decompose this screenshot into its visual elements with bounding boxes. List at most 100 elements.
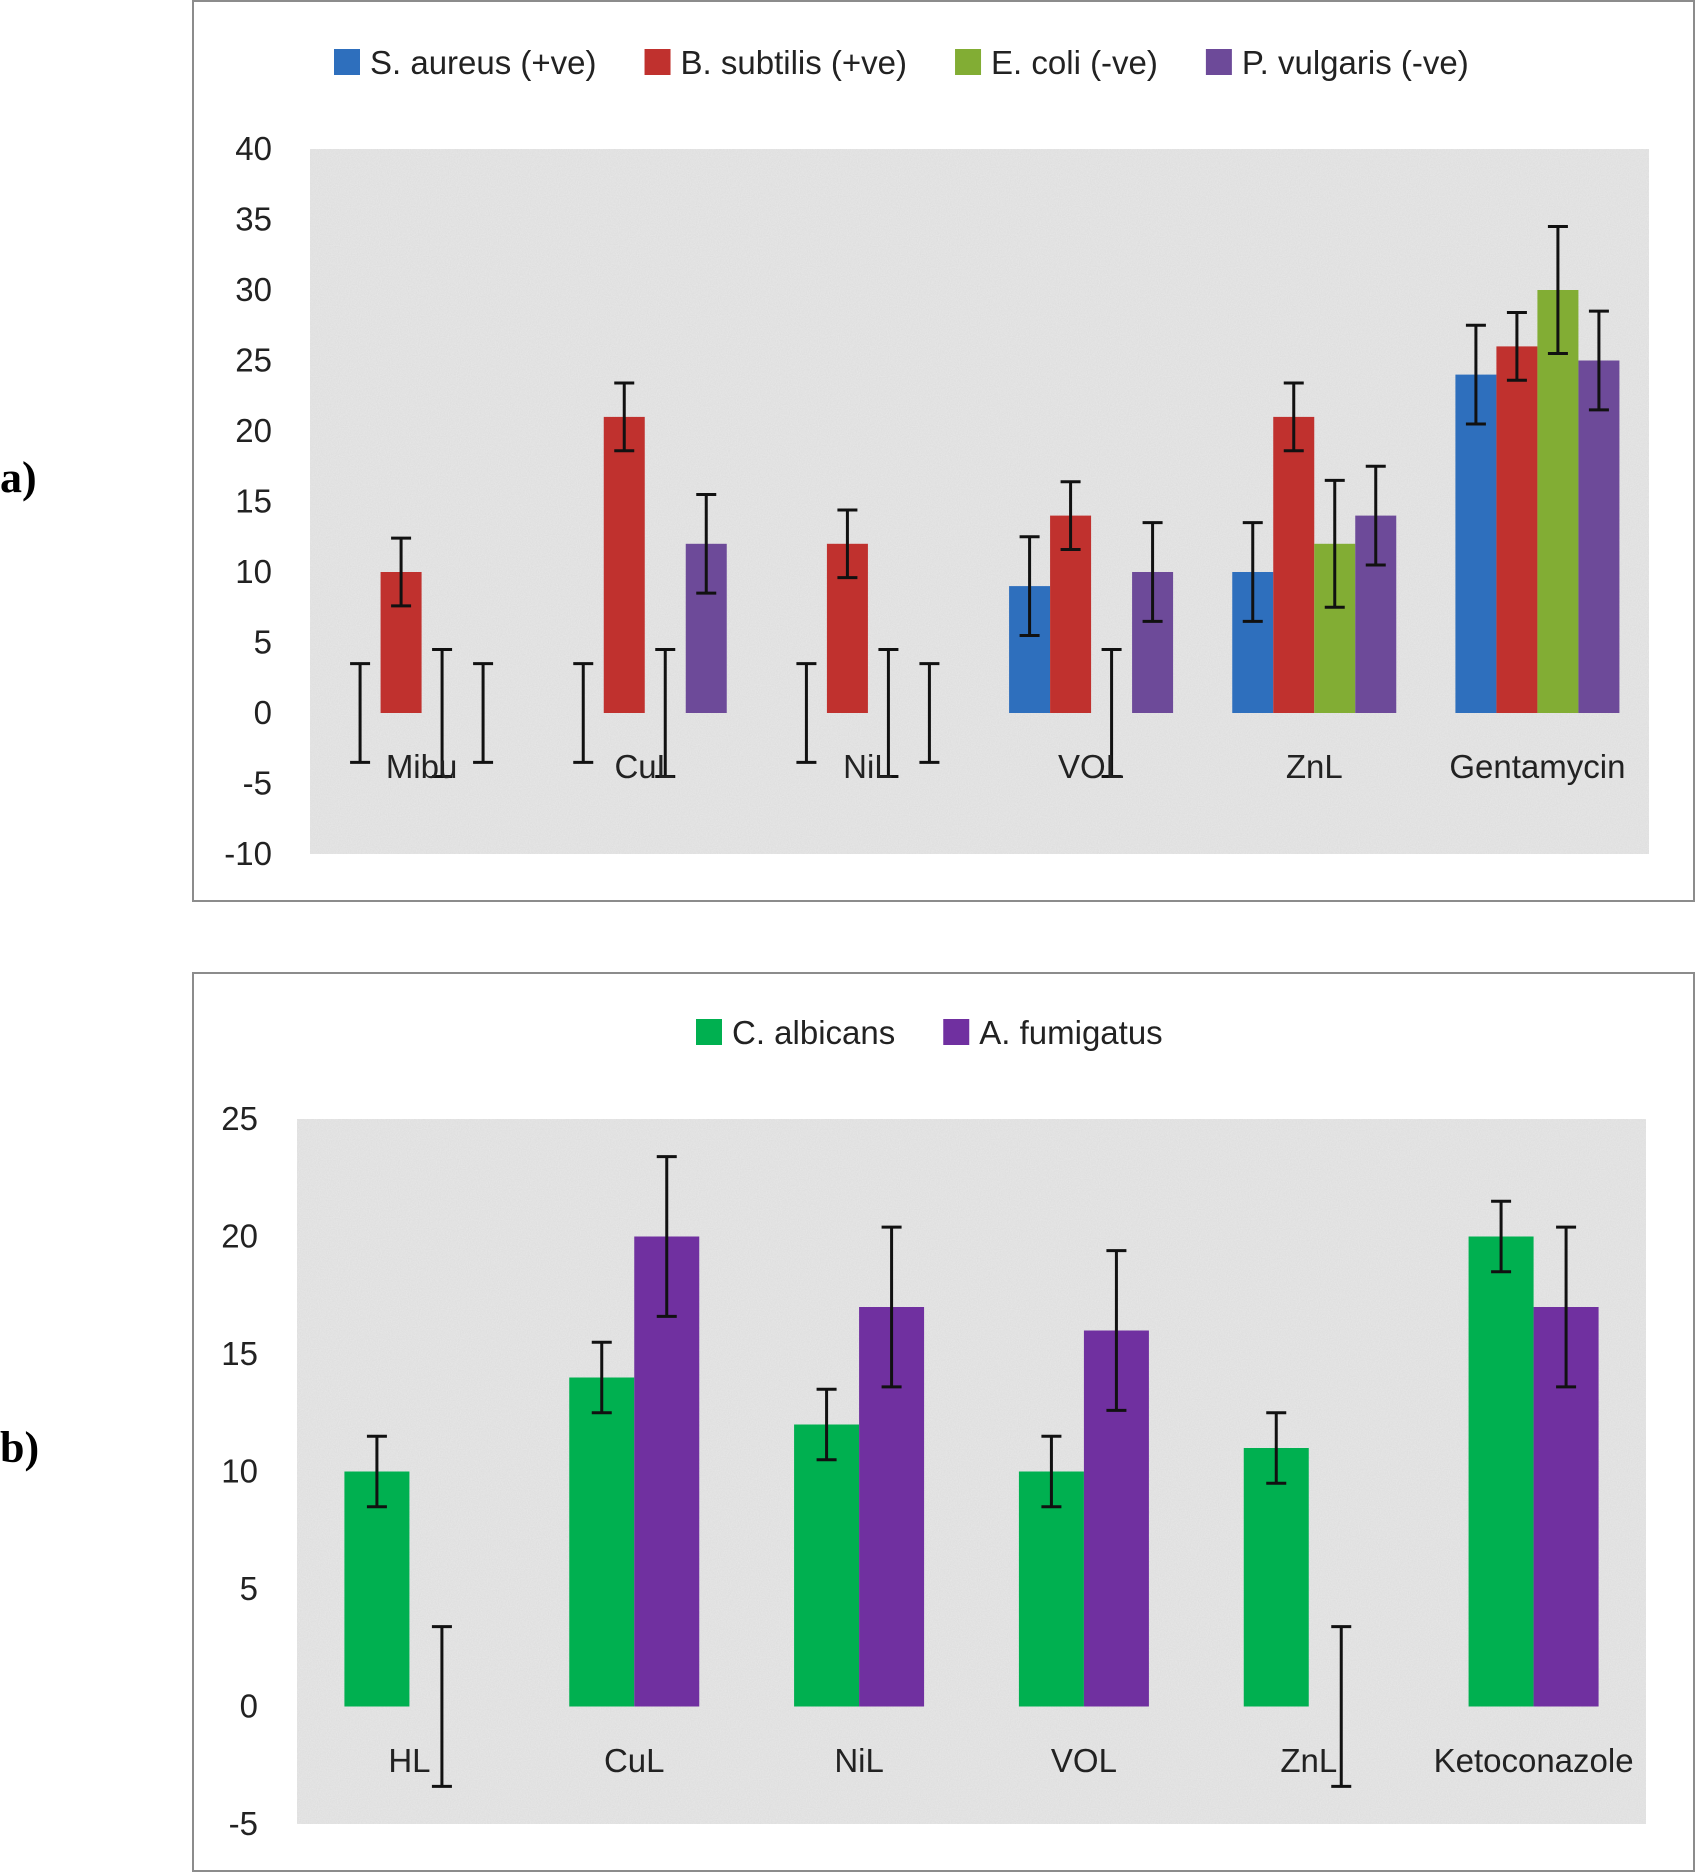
chart-b-xlabel-znl: ZnL	[1280, 1742, 1337, 1779]
chart-b-bar-nil-c-albicans	[794, 1424, 860, 1707]
chart-b-ytick-0: 0	[240, 1688, 258, 1725]
chart-a-ytick-40: 40	[235, 130, 272, 167]
chart-a-errorbar-vol-s-aureus-ve	[1019, 535, 1040, 637]
chart-a-ytick-20: 20	[235, 412, 272, 449]
panel-a-label: a)	[0, 453, 37, 502]
chart-b-legend-c-albicans: C. albicans	[696, 1014, 895, 1051]
chart-a-errorbar-cul-b-subtilis-ve	[614, 381, 635, 453]
chart-b-frame: C. albicans A. fumigatus 25 20 15 10 5 0 -5 HL CuL…	[192, 972, 1695, 1872]
chart-b-errorbar-znl-a-fumigatus	[1331, 1625, 1352, 1788]
chart-a-errorbar-cul-e-coli-ve	[655, 648, 676, 778]
chart-a-errorbar-nil-p-vulgaris-ve	[919, 662, 940, 764]
chart-a-legend-label-s-aureus-ve: S. aureus (+ve)	[370, 44, 597, 81]
chart-a-errorbar-gentamycin-b-subtilis-ve	[1506, 311, 1527, 382]
chart-a-ytick-35: 35	[235, 201, 272, 238]
chart-b-legend-swatch-a-fumigatus	[943, 1019, 970, 1045]
chart-b-errorbar-hl-c-albicans	[366, 1434, 387, 1509]
chart-b-xlabel-vol: VOL	[1051, 1742, 1117, 1779]
chart-b-xlabel-ketoconazole: Ketoconazole	[1434, 1742, 1634, 1779]
chart-b-ytick-5: 5	[240, 1570, 258, 1607]
chart-b-bar-hl-c-albicans	[344, 1471, 410, 1707]
chart-b-errorbar-cul-c-albicans	[591, 1340, 612, 1415]
chart-a-legend-b-subtilis-ve: B. subtilis (+ve)	[644, 44, 908, 81]
chart-a-errorbar-nil-e-coli-ve	[878, 648, 899, 778]
chart-a-legend-e-coli-ve: E. coli (-ve)	[955, 44, 1158, 81]
chart-a-errorbar-gentamycin-e-coli-ve	[1547, 225, 1568, 355]
chart-a-xlabel-gentamycin: Gentamycin	[1449, 748, 1625, 785]
chart-a-bar-znl-b-subtilis-ve	[1273, 416, 1315, 713]
chart-a-legend-swatch-e-coli-ve	[955, 49, 982, 75]
chart-b-errorbar-vol-a-fumigatus	[1106, 1249, 1127, 1412]
chart-b-legend-label-c-albicans: C. albicans	[732, 1014, 895, 1051]
chart-a-xlabel-mibu: Mibu	[386, 748, 458, 785]
chart-a-legend-label-b-subtilis-ve: B. subtilis (+ve)	[681, 44, 908, 81]
chart-a-errorbar-mibu-b-subtilis-ve	[391, 536, 412, 608]
chart-a-errorbar-gentamycin-p-vulgaris-ve	[1588, 309, 1609, 412]
chart-a-legend-swatch-b-subtilis-ve	[644, 49, 671, 75]
chart-a-errorbar-vol-b-subtilis-ve	[1060, 480, 1081, 551]
chart-a-legend-s-aureus-ve: S. aureus (+ve)	[334, 44, 597, 81]
chart-a-legend-swatch-p-vulgaris-ve	[1205, 49, 1232, 75]
chart-b-ytick-20: 20	[221, 1218, 258, 1255]
chart-a-errorbar-nil-s-aureus-ve	[796, 662, 817, 764]
chart-a-errorbar-mibu-s-aureus-ve	[350, 662, 371, 764]
chart-a: S. aureus (+ve) B. subtilis (+ve) E. coli …	[224, 44, 1649, 872]
chart-a-ytick-5: 5	[254, 624, 272, 661]
chart-b-errorbar-nil-c-albicans	[816, 1387, 837, 1462]
chart-a-frame: S. aureus (+ve) B. subtilis (+ve) E. coli …	[192, 0, 1695, 902]
chart-b-bar-cul-c-albicans	[569, 1377, 635, 1707]
chart-a-bar-gentamycin-e-coli-ve	[1537, 290, 1579, 713]
chart-b-plot-texture	[297, 1119, 1646, 1824]
chart-b-errorbar-nil-a-fumigatus	[881, 1225, 902, 1389]
chart-a-errorbar-mibu-p-vulgaris-ve	[473, 662, 494, 764]
chart-a-errorbar-vol-e-coli-ve	[1101, 648, 1122, 778]
chart-a-bar-gentamycin-s-aureus-ve	[1455, 374, 1497, 713]
chart-b-legend-label-a-fumigatus: A. fumigatus	[979, 1014, 1162, 1051]
chart-a-legend-swatch-s-aureus-ve	[334, 49, 360, 75]
chart-b-legend-swatch-c-albicans	[696, 1019, 722, 1045]
chart-a-xlabel-znl: ZnL	[1286, 748, 1343, 785]
chart-b-errorbar-vol-c-albicans	[1041, 1434, 1062, 1509]
chart-b: C. albicans A. fumigatus 25 20 15 10 5 0 -5 HL CuL…	[221, 1014, 1646, 1842]
chart-a-errorbar-znl-e-coli-ve	[1324, 478, 1345, 609]
chart-b-xlabel-hl: HL	[388, 1742, 430, 1779]
chart-b-bar-ketoconazole-c-albicans	[1468, 1236, 1534, 1707]
chart-a-errorbar-mibu-e-coli-ve	[432, 648, 453, 778]
chart-b-errorbar-ketoconazole-a-fumigatus	[1556, 1225, 1577, 1389]
chart-a-ytick-10: -10	[224, 835, 272, 872]
chart-a-xlabel-cul: CuL	[614, 748, 675, 785]
chart-a-legend-p-vulgaris-ve: P. vulgaris (-ve)	[1205, 44, 1469, 81]
chart-a-errorbar-znl-s-aureus-ve	[1242, 521, 1263, 623]
chart-a-errorbar-cul-p-vulgaris-ve	[696, 492, 717, 595]
chart-b-errorbar-ketoconazole-c-albicans	[1491, 1199, 1512, 1274]
chart-b-ytick-15: 15	[221, 1335, 258, 1372]
chart-b-xlabel-nil: NiL	[834, 1742, 884, 1779]
chart-a-ytick-30: 30	[235, 271, 272, 308]
chart-b-bar-vol-c-albicans	[1018, 1471, 1084, 1707]
chart-a-ytick-0: 0	[254, 694, 272, 731]
chart-a-errorbar-gentamycin-s-aureus-ve	[1465, 323, 1486, 426]
chart-a-xlabel-nil: NiL	[843, 748, 893, 785]
chart-b-ytick-10: 10	[221, 1453, 258, 1490]
chart-b-bar-znl-c-albicans	[1243, 1448, 1309, 1707]
chart-b-errorbar-znl-c-albicans	[1266, 1411, 1287, 1485]
chart-b-errorbar-hl-a-fumigatus	[431, 1625, 452, 1788]
chart-a-bar-cul-b-subtilis-ve	[603, 416, 645, 713]
chart-a-bar-gentamycin-b-subtilis-ve	[1496, 346, 1538, 713]
chart-a-ytick-15: 15	[235, 483, 272, 520]
chart-a-legend-label-p-vulgaris-ve: P. vulgaris (-ve)	[1242, 44, 1469, 81]
chart-a-errorbar-znl-b-subtilis-ve	[1283, 381, 1304, 453]
chart-a-errorbar-cul-s-aureus-ve	[573, 662, 594, 764]
chart-b-ytick-5: -5	[229, 1805, 258, 1842]
chart-b-errorbar-cul-a-fumigatus	[656, 1155, 677, 1318]
chart-a-xlabel-vol: VOL	[1058, 748, 1124, 785]
panel-b-label: b)	[0, 1423, 40, 1472]
chart-a-legend-label-e-coli-ve: E. coli (-ve)	[991, 44, 1158, 81]
chart-a-plot-texture	[310, 149, 1649, 854]
chart-b-legend-a-fumigatus: A. fumigatus	[943, 1014, 1163, 1051]
chart-a-ytick-10: 10	[235, 553, 272, 590]
chart-b-xlabel-cul: CuL	[604, 1742, 665, 1779]
chart-b-ytick-25: 25	[221, 1100, 258, 1137]
chart-a-errorbar-nil-b-subtilis-ve	[837, 508, 858, 580]
chart-a-ytick-5: -5	[243, 765, 272, 802]
